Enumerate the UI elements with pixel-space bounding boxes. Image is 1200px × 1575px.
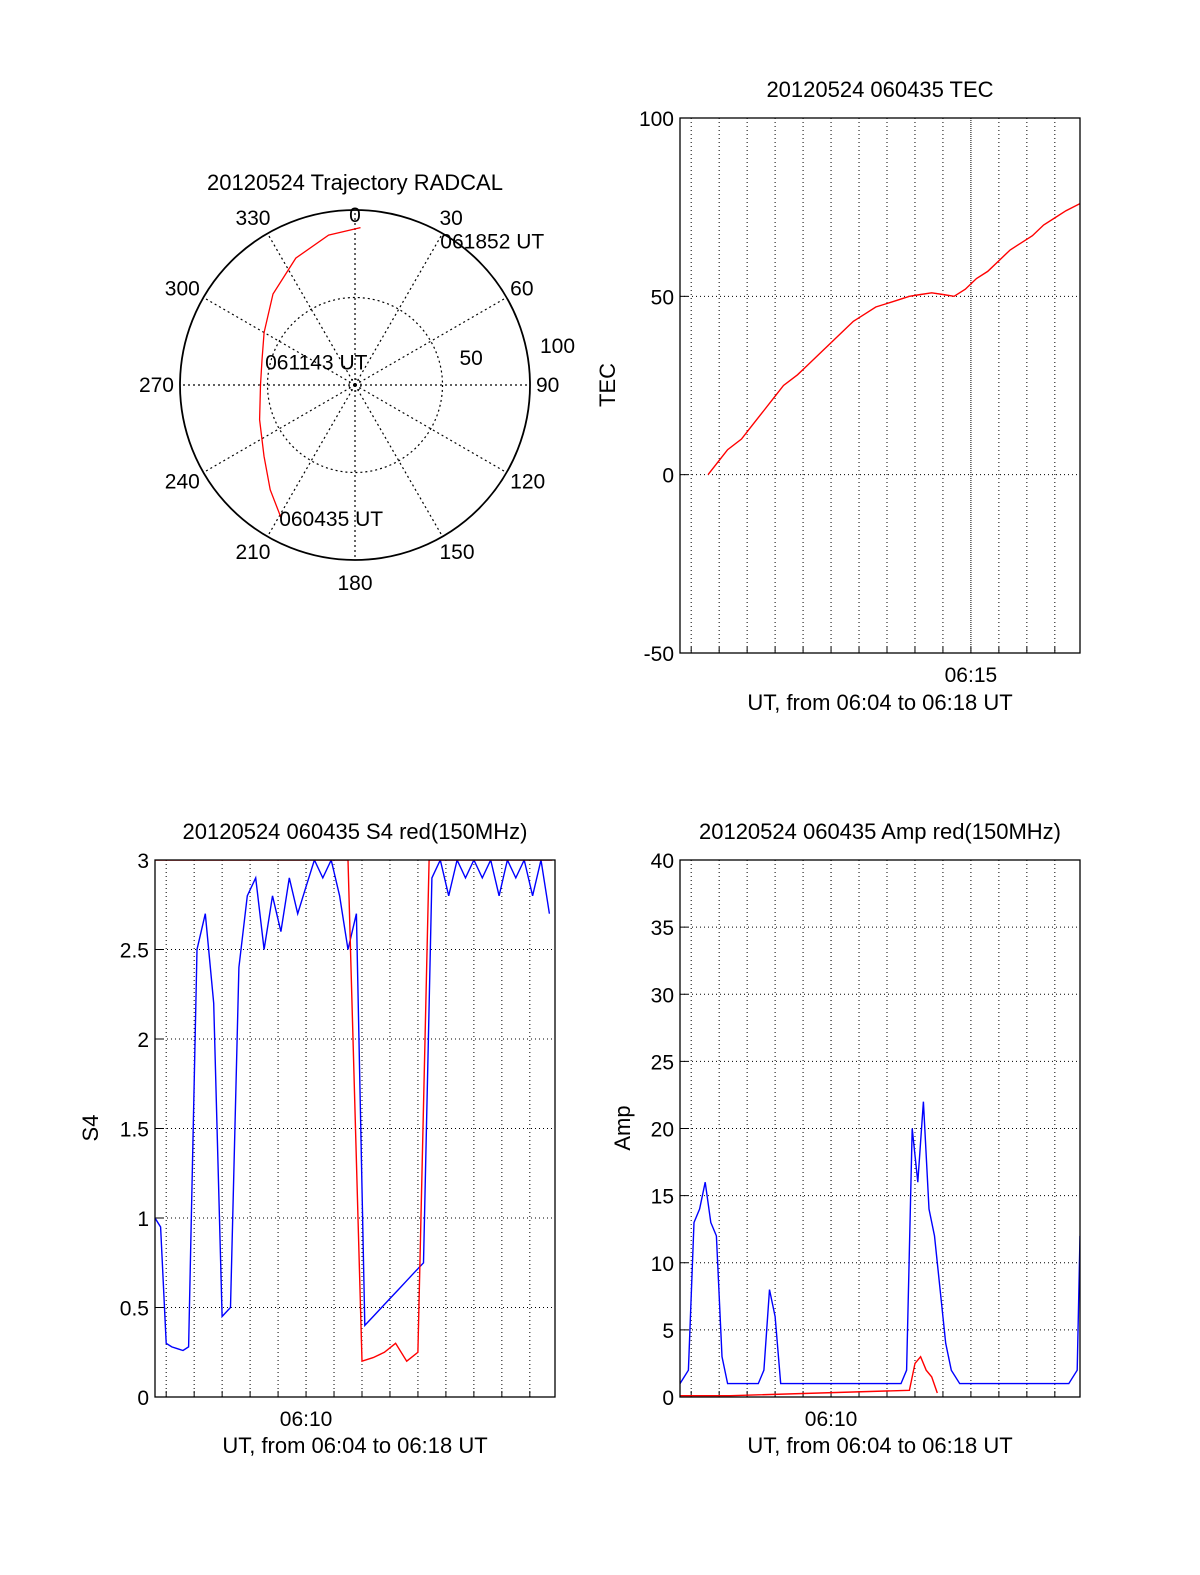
trajectory-annotation: 061143 UT [265,351,368,374]
azimuth-label-300: 300 [165,278,200,301]
series-line-0 [680,1101,1080,1385]
trajectory-annotation: 061852 UT [440,231,544,254]
tec-x-axis-label: UT, from 06:04 to 06:18 UT [747,690,1012,715]
tec-chart: 20120524 060435 TEC -50 0 50 100 06:15 UT, f… [595,77,1081,715]
plot-frame [679,859,1081,1398]
y-tick-label: 25 [651,1051,674,1074]
trajectory-annotations: 061852 UT 061143 UT 060435 UT [265,231,544,531]
amp-chart-title: 20120524 060435 Amp red(150MHz) [699,819,1061,844]
y-tick-label: 0 [662,1387,674,1410]
trajectory-polar-chart: 20120524 Trajectory RADCAL 0 30 60 90 120 150… [139,170,575,595]
y-tick-label: 40 [651,850,674,873]
s4-chart: 20120524 060435 S4 red(150MHz) 0 0.5 1 1.5 2… [78,819,556,1458]
azimuth-label-30: 30 [440,207,463,230]
trajectory-line [258,226,361,519]
y-tick-label: 0 [137,1387,149,1410]
amp-y-axis-label: Amp [610,1105,635,1150]
azimuth-label-90: 90 [536,374,559,397]
radial-label-100: 100 [540,335,575,358]
y-tick-label: 15 [651,1186,674,1209]
azimuth-label-240: 240 [165,471,200,494]
azimuth-label-330: 330 [235,207,270,230]
y-tick-label: 20 [651,1119,674,1142]
y-tick-label: 1.5 [120,1119,149,1142]
polar-spoke-300 [203,296,356,386]
trajectory-annotation: 060435 UT [279,508,383,531]
polar-spoke-60 [354,296,507,386]
tec-y-axis-label: TEC [595,363,620,407]
y-tick-label: 35 [651,917,674,940]
trajectory-track [258,226,361,519]
y-tick-label: 0 [662,465,674,488]
plot-frame [154,859,556,1398]
y-tick-label: 1 [137,1208,149,1231]
azimuth-label-180: 180 [337,572,372,595]
polar-grid [179,209,531,561]
amp-chart: 20120524 060435 Amp red(150MHz) 0 5 10 15 20… [610,819,1081,1458]
y-tick-label: 5 [662,1320,674,1343]
polar-spoke-30 [354,233,444,386]
s4-chart-title: 20120524 060435 S4 red(150MHz) [183,819,528,844]
series-line-0 [707,202,1080,476]
y-tick-label: 10 [651,1253,674,1276]
polar-spoke-210 [266,384,356,537]
polar-center-ring [348,378,362,392]
polar-spoke-330 [266,233,356,386]
polar-ring-50 [266,296,444,474]
azimuth-label-270: 270 [139,374,174,397]
series-line-0 [155,860,551,1352]
y-tick-label: 3 [137,850,149,873]
amp-x-axis-label: UT, from 06:04 to 06:18 UT [747,1433,1012,1458]
series-group [680,1101,1080,1397]
y-tick-label: -50 [644,643,674,666]
polar-spoke-240 [203,384,356,474]
azimuth-label-150: 150 [440,541,475,564]
tec-chart-title: 20120524 060435 TEC [766,77,993,102]
trajectory-chart-title: 20120524 Trajectory RADCAL [207,170,503,195]
x-tick-label: 06:15 [945,664,998,687]
x-tick-label: 06:10 [280,1408,333,1431]
polar-spoke-120 [354,384,507,474]
radial-label-50: 50 [460,347,483,370]
y-tick-label: 2 [137,1029,149,1052]
y-tick-label: 2.5 [120,940,149,963]
polar-labels: 0 30 60 90 120 150 180 210 240 270 300 330 50 100 [139,204,575,595]
y-tick-label: 100 [639,108,674,131]
polar-spoke-150 [354,384,444,537]
y-tick-label: 30 [651,984,674,1007]
azimuth-label-120: 120 [510,471,545,494]
polar-outer-ring [179,209,531,561]
plot-frame [679,117,1081,654]
x-tick-label: 06:10 [805,1408,858,1431]
series-group [707,202,1080,476]
y-tick-label: 0.5 [120,1298,149,1321]
series-group [155,860,553,1363]
s4-y-axis-label: S4 [78,1115,103,1142]
y-tick-label: 50 [651,286,674,309]
azimuth-label-210: 210 [235,541,270,564]
s4-x-axis-label: UT, from 06:04 to 06:18 UT [222,1433,487,1458]
azimuth-label-0: 0 [349,204,361,227]
azimuth-label-60: 60 [510,278,533,301]
series-line-1 [680,1355,938,1397]
series-line-1 [155,860,553,1363]
